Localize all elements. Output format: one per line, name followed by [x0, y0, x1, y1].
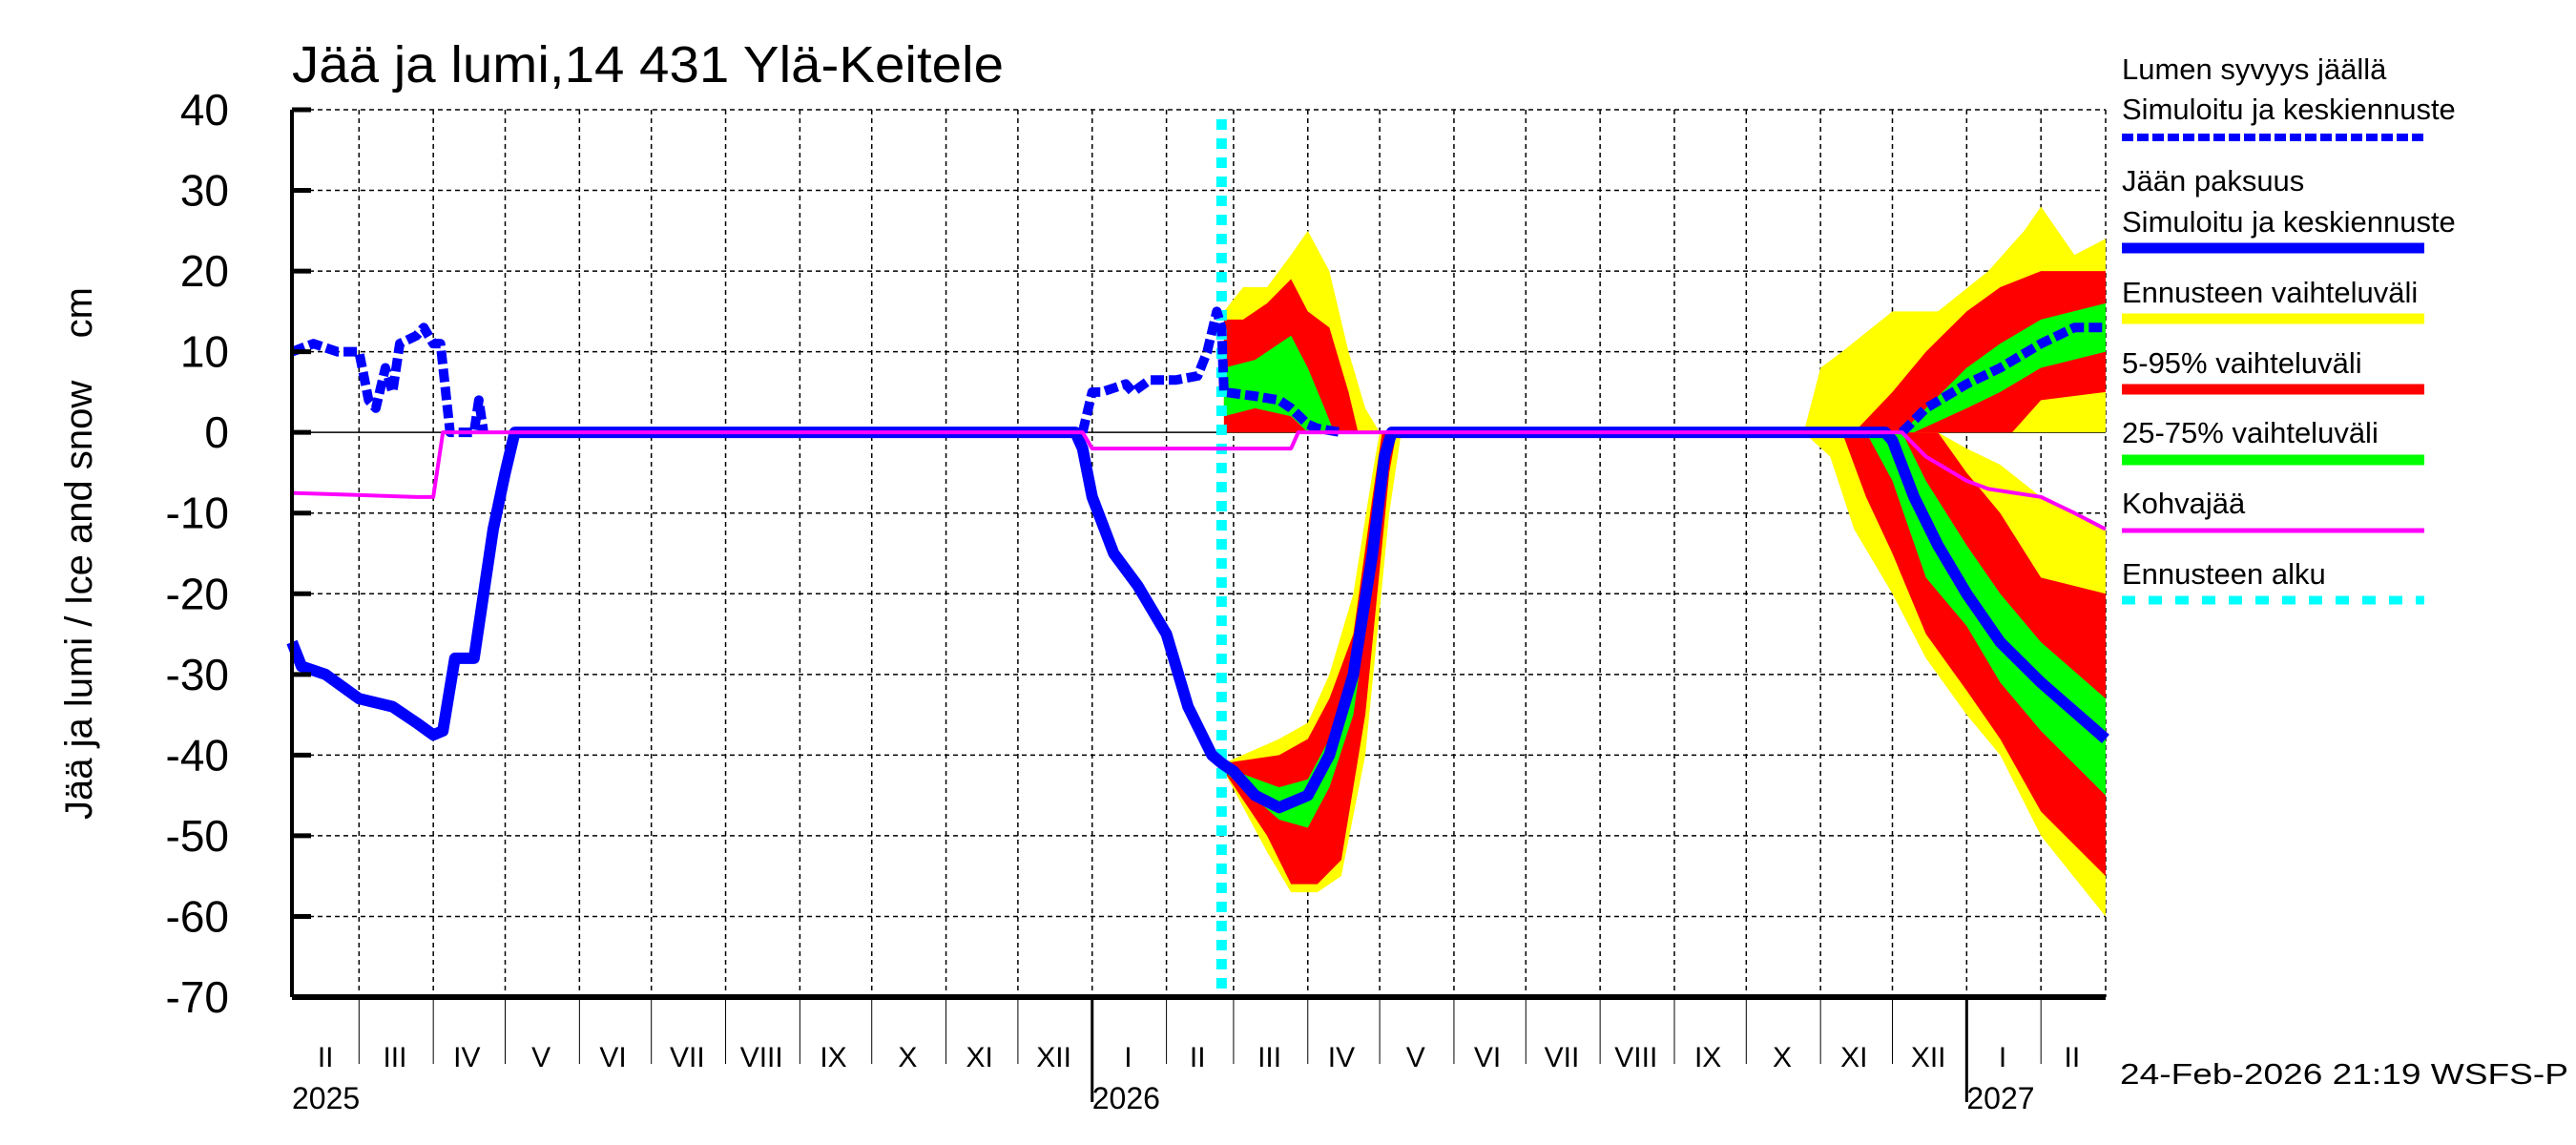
grid	[292, 109, 2107, 998]
month-label: VII	[1545, 1042, 1580, 1073]
band-ff0000	[1223, 432, 1397, 885]
y-tick-label: 0	[204, 407, 229, 457]
legend-label: Ennusteen alku	[2122, 557, 2326, 591]
band-ff0000	[1854, 271, 2106, 433]
y-tick-label: -30	[166, 650, 229, 699]
legend-label: Ennusteen vaihteluväli	[2122, 276, 2418, 309]
month-label: II	[318, 1042, 334, 1073]
band-00ff00	[1223, 335, 1335, 433]
band-ffff00	[1803, 432, 2106, 917]
month-label: XII	[1036, 1042, 1071, 1073]
y-tick-label: -70	[166, 972, 229, 1022]
y-axis-label: Jää ja lumi / Ice and snow cm	[58, 287, 100, 820]
month-label: X	[898, 1042, 917, 1073]
snow-depth-line	[1898, 323, 2106, 436]
slush-ice-line	[291, 430, 2107, 531]
year-label: 2026	[1092, 1081, 1160, 1115]
legend-sublabel: Simuloitu ja keskiennuste	[2122, 205, 2456, 239]
y-tick-label: -40	[166, 730, 229, 780]
month-label: V	[531, 1042, 551, 1073]
year-label: 2027	[1966, 1081, 2034, 1115]
legend-label: Jään paksuus	[2122, 164, 2304, 198]
y-tick-label: 30	[180, 166, 229, 216]
ice-thickness-line	[286, 427, 2109, 814]
y-tick-label: 20	[180, 246, 229, 296]
y-tick-label: 40	[180, 85, 229, 135]
month-label: I	[1999, 1042, 2006, 1073]
month-label: IX	[1694, 1042, 1721, 1073]
chart-title: Jää ja lumi,14 431 Ylä-Keitele	[292, 36, 1004, 94]
month-label: II	[2065, 1042, 2081, 1073]
snow-depth-line	[290, 323, 488, 438]
month-label: VII	[670, 1042, 705, 1073]
legend: Lumen syvyys jäällä Simuloitu ja keskienn…	[2122, 52, 2456, 605]
month-label: III	[383, 1042, 406, 1073]
month-label: XI	[966, 1042, 993, 1073]
month-label: IV	[453, 1042, 480, 1073]
y-tick-label: -20	[166, 569, 229, 618]
legend-label: 5-95% vaihteluväli	[2122, 346, 2362, 380]
month-label: IX	[820, 1042, 846, 1073]
month-label: VIII	[740, 1042, 783, 1073]
month-label: IV	[1328, 1042, 1355, 1073]
month-label: V	[1406, 1042, 1425, 1073]
y-tick-label: -60	[166, 891, 229, 941]
month-label: X	[1773, 1042, 1792, 1073]
year-label: 2025	[292, 1081, 360, 1115]
month-label: XI	[1840, 1042, 1867, 1073]
month-label: XII	[1911, 1042, 1946, 1073]
legend-sublabel: Simuloitu ja keskiennuste	[2122, 93, 2456, 126]
month-label: VI	[599, 1042, 626, 1073]
snow-depth-line	[1077, 306, 1342, 438]
forecast-bands	[1223, 206, 2106, 917]
month-label: III	[1257, 1042, 1281, 1073]
y-tick-label: 10	[180, 327, 229, 377]
legend-label: 25-75% vaihteluväli	[2122, 416, 2379, 449]
legend-label: Lumen syvyys jäällä	[2122, 52, 2387, 86]
timestamp-footer: 24-Feb-2026 21:19 WSFS-P	[2120, 1057, 2568, 1091]
month-label: VI	[1474, 1042, 1501, 1073]
band-ff0000	[1841, 432, 2106, 877]
y-tick-label: -10	[166, 489, 229, 538]
month-label: I	[1124, 1042, 1132, 1073]
series-lines	[286, 119, 2109, 997]
month-label: II	[1190, 1042, 1206, 1073]
month-label: VIII	[1614, 1042, 1657, 1073]
legend-label: Kohvajää	[2122, 487, 2246, 520]
y-tick-label: -50	[166, 811, 229, 861]
